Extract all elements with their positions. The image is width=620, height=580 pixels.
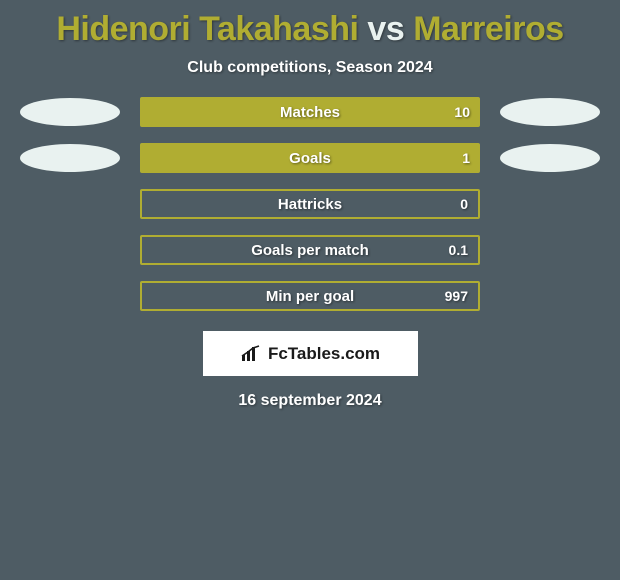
stat-bar: Hattricks0 [140, 189, 480, 219]
left-ellipse [20, 144, 120, 172]
stat-rows: Matches10Goals1Hattricks0Goals per match… [0, 97, 620, 311]
stat-value: 1 [462, 150, 470, 166]
stat-label: Matches [140, 104, 480, 121]
barchart-icon [240, 345, 262, 363]
stat-row: Goals1 [0, 143, 620, 173]
right-ellipse [500, 98, 600, 126]
stat-value: 10 [454, 104, 470, 120]
subtitle: Club competitions, Season 2024 [0, 53, 620, 97]
stat-value: 997 [445, 288, 468, 304]
date-text: 16 september 2024 [0, 386, 620, 410]
title-vs: vs [367, 10, 404, 48]
stat-bar: Matches10 [140, 97, 480, 127]
stat-bar: Goals1 [140, 143, 480, 173]
stat-row: Matches10 [0, 97, 620, 127]
stat-label: Goals per match [142, 242, 478, 259]
logo-box: FcTables.com [203, 331, 418, 376]
stat-label: Goals [140, 150, 480, 167]
comparison-infographic: Hidenori Takahashi vs Marreiros Club com… [0, 0, 620, 410]
stat-label: Hattricks [142, 196, 478, 213]
title-player-left: Hidenori Takahashi [56, 10, 358, 48]
stat-bar: Min per goal997 [140, 281, 480, 311]
stat-label: Min per goal [142, 288, 478, 305]
title-player-right: Marreiros [413, 10, 563, 48]
right-ellipse [500, 144, 600, 172]
stat-value: 0 [460, 196, 468, 212]
stat-bar: Goals per match0.1 [140, 235, 480, 265]
stat-row: Hattricks0 [0, 189, 620, 219]
stat-row: Goals per match0.1 [0, 235, 620, 265]
stat-value: 0.1 [449, 242, 468, 258]
stat-row: Min per goal997 [0, 281, 620, 311]
logo-text: FcTables.com [268, 344, 380, 364]
page-title: Hidenori Takahashi vs Marreiros [0, 0, 620, 53]
left-ellipse [20, 98, 120, 126]
